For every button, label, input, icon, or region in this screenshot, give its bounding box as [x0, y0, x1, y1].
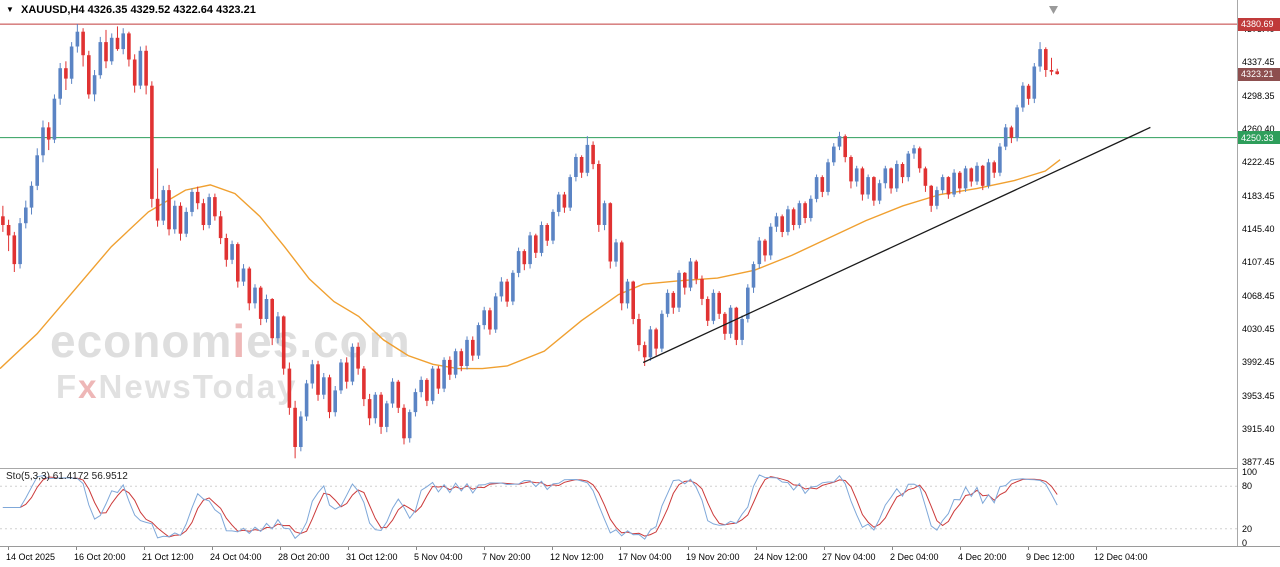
time-tick-label: 4 Dec 20:00	[958, 552, 1007, 562]
time-tick	[8, 547, 9, 550]
price-tick-label: 4222.45	[1242, 156, 1275, 167]
price-tick-label: 4030.45	[1242, 324, 1275, 335]
price-tick-label: 3953.45	[1242, 391, 1275, 402]
time-tick	[348, 547, 349, 550]
price-chart-panel[interactable]: economies.com FxNewsToday ▼ XAUUSD,H4 43…	[0, 0, 1237, 469]
time-axis[interactable]: 14 Oct 2025 16 Oct 20:00 21 Oct 12:00 24 Oc…	[0, 546, 1280, 567]
time-tick-label: 21 Oct 12:00	[142, 552, 194, 562]
sto-tick-label: 80	[1242, 481, 1253, 492]
time-tick	[212, 547, 213, 550]
time-tick	[280, 547, 281, 550]
sto-tick-label: 20	[1242, 523, 1253, 534]
time-tick-label: 2 Dec 04:00	[890, 552, 939, 562]
time-tick-label: 9 Dec 12:00	[1026, 552, 1075, 562]
price-tick-label: 4260.40	[1242, 123, 1275, 134]
time-tick-label: 5 Nov 04:00	[414, 552, 463, 562]
time-tick-label: 12 Nov 12:00	[550, 552, 604, 562]
time-tick	[1028, 547, 1029, 550]
time-tick	[416, 547, 417, 550]
watermark: economies.com FxNewsToday	[50, 318, 411, 403]
time-tick-label: 28 Oct 20:00	[278, 552, 330, 562]
watermark-line2: FxNewsToday	[56, 368, 298, 405]
time-tick-label: 14 Oct 2025	[6, 552, 56, 562]
price-tick-label: 3877.45	[1242, 457, 1275, 468]
time-tick	[960, 547, 961, 550]
indicator-signal-value: 56.9512	[91, 471, 128, 482]
price-tick-label: 4068.45	[1242, 290, 1275, 301]
watermark-line1: economies.com	[50, 315, 411, 367]
symbol-timeframe-label: XAUUSD,H4	[20, 4, 85, 16]
dropdown-arrow-icon[interactable]: ▼	[6, 5, 14, 14]
time-tick-label: 27 Nov 04:00	[822, 552, 876, 562]
price-tick-label: 4298.35	[1242, 90, 1275, 101]
price-tick-label: 4183.45	[1242, 190, 1275, 201]
price-marker-current-price: 4323.21	[1238, 67, 1280, 81]
sto-main-line	[2, 474, 1058, 540]
time-tick-label: 16 Oct 20:00	[74, 552, 126, 562]
candlestick-series	[1, 24, 1059, 459]
time-tick	[824, 547, 825, 550]
ascending-trendline	[642, 126, 1151, 364]
sto-tick-label: 0	[1242, 538, 1248, 548]
price-axis[interactable]: 4375.404337.454298.354260.404222.454183.…	[1237, 0, 1280, 548]
time-tick	[620, 547, 621, 550]
time-tick	[552, 547, 553, 550]
sto-tick-label: 100	[1242, 467, 1258, 477]
time-tick	[144, 547, 145, 550]
price-tick-label: 4145.40	[1242, 223, 1275, 234]
price-tick-label: 4107.45	[1242, 257, 1275, 267]
time-tick	[484, 547, 485, 550]
time-tick-label: 24 Nov 12:00	[754, 552, 808, 562]
time-tick-label: 12 Dec 04:00	[1094, 552, 1148, 562]
ohlc-values: 4326.35 4329.52 4322.64 4323.21	[87, 4, 256, 16]
stochastic-lines	[0, 474, 1237, 540]
moving-average-line	[0, 159, 1061, 370]
chart-title: ▼ XAUUSD,H4 4326.35 4329.52 4322.64 4323…	[6, 4, 256, 16]
time-tick	[76, 547, 77, 550]
price-marker-resistance: 4380.69	[1238, 17, 1280, 31]
time-tick-label: 17 Nov 04:00	[618, 552, 672, 562]
time-tick-label: 19 Nov 20:00	[686, 552, 740, 562]
time-tick-label: 7 Nov 20:00	[482, 552, 531, 562]
time-tick-label: 24 Oct 04:00	[210, 552, 262, 562]
time-tick	[756, 547, 757, 550]
price-tick-label: 3992.45	[1242, 357, 1275, 368]
indicator-main-value: 61.4172	[52, 471, 89, 482]
indicator-label: Sto(5,3,3) 61.4172 56.9512	[6, 471, 128, 482]
time-tick	[892, 547, 893, 550]
price-tick-label: 4337.45	[1242, 56, 1275, 67]
stochastic-panel[interactable]: Sto(5,3,3) 61.4172 56.9512	[0, 469, 1237, 546]
time-tick	[1096, 547, 1097, 550]
time-tick-label: 31 Oct 12:00	[346, 552, 398, 562]
candlestick-chart[interactable]	[0, 0, 1237, 468]
price-tick-label: 3915.40	[1242, 424, 1275, 435]
shift-marker-icon	[1049, 6, 1058, 14]
time-tick	[688, 547, 689, 550]
price-marker-support: 4250.33	[1238, 131, 1280, 145]
